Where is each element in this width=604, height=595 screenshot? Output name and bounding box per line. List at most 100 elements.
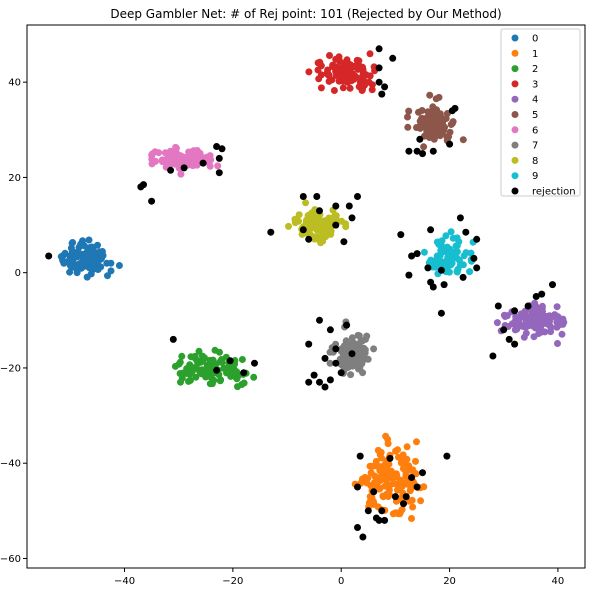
point-rejection: [416, 135, 424, 143]
point-9: [437, 246, 445, 254]
point-8: [303, 216, 310, 224]
point-2: [201, 371, 209, 379]
point-0: [99, 251, 107, 259]
point-0: [89, 250, 97, 258]
point-0: [69, 256, 77, 264]
point-rejection: [538, 290, 546, 298]
point-3: [348, 63, 355, 71]
point-3: [305, 68, 313, 76]
legend-label-1: 1: [532, 49, 538, 60]
point-rejection: [169, 335, 177, 343]
point-1: [394, 486, 401, 494]
point-8: [331, 211, 339, 219]
legend-marker-9: [511, 172, 519, 180]
point-rejection: [429, 283, 437, 291]
y-tick-label: −40: [0, 459, 21, 470]
point-1: [385, 460, 393, 468]
point-3: [359, 66, 367, 74]
point-7: [356, 362, 364, 370]
point-4: [559, 315, 567, 323]
point-rejection: [391, 493, 399, 501]
point-9: [453, 242, 461, 250]
point-3: [317, 84, 325, 92]
point-rejection: [524, 302, 532, 310]
point-rejection: [180, 164, 188, 172]
x-tick-label: −20: [222, 576, 243, 587]
point-3: [328, 76, 336, 84]
point-5: [404, 123, 412, 131]
point-0: [61, 249, 69, 257]
point-7: [326, 359, 334, 367]
point-4: [554, 340, 561, 347]
point-1: [377, 448, 385, 456]
point-5: [420, 143, 428, 151]
point-4: [503, 312, 511, 320]
point-1: [420, 483, 428, 491]
point-6: [183, 158, 191, 166]
point-rejection: [500, 326, 508, 334]
point-0: [75, 260, 83, 268]
point-3: [343, 56, 351, 64]
point-4: [538, 302, 546, 310]
point-5: [433, 106, 440, 114]
legend-marker-3: [511, 80, 519, 88]
point-5: [427, 125, 435, 133]
x-tick-label: 20: [443, 576, 456, 587]
y-tick-label: 0: [15, 268, 21, 279]
point-2: [185, 377, 192, 385]
point-rejection: [148, 197, 156, 205]
point-0: [94, 266, 102, 273]
point-4: [527, 314, 535, 322]
point-rejection: [413, 147, 421, 155]
point-rejection: [381, 516, 389, 524]
point-1: [367, 469, 375, 477]
point-0: [66, 268, 74, 276]
point-rejection: [359, 533, 367, 541]
point-rejection: [305, 340, 313, 348]
point-rejection: [45, 252, 53, 260]
point-rejection: [397, 231, 405, 239]
point-5: [426, 132, 434, 139]
point-rejection: [218, 145, 226, 153]
point-rejection: [299, 226, 307, 234]
point-rejection: [419, 150, 426, 158]
point-2: [197, 358, 205, 366]
series-5: [404, 91, 467, 151]
point-7: [340, 347, 348, 355]
point-0: [74, 253, 82, 260]
point-1: [392, 509, 400, 517]
point-rejection: [215, 169, 223, 177]
point-1: [403, 443, 411, 451]
point-rejection: [213, 143, 221, 150]
point-rejection: [213, 366, 221, 374]
point-5: [415, 108, 422, 116]
point-rejection: [370, 488, 378, 496]
point-0: [60, 259, 68, 267]
point-8: [342, 220, 349, 228]
x-tick-label: 0: [338, 576, 344, 587]
point-rejection: [340, 238, 348, 246]
point-rejection: [313, 193, 321, 200]
legend-label-3: 3: [532, 79, 538, 90]
point-5: [404, 113, 411, 121]
point-0: [115, 262, 123, 269]
point-8: [295, 211, 303, 219]
point-2: [186, 370, 194, 378]
point-6: [158, 156, 166, 164]
point-6: [155, 149, 163, 157]
point-rejection: [199, 159, 207, 167]
point-6: [148, 151, 156, 159]
point-2: [209, 356, 217, 364]
point-2: [206, 380, 214, 388]
point-rejection: [489, 352, 497, 360]
point-5: [426, 91, 434, 99]
point-8: [322, 233, 330, 241]
point-3: [366, 72, 374, 80]
point-rejection: [448, 107, 456, 115]
point-5: [448, 119, 456, 127]
point-6: [148, 160, 156, 168]
point-6: [193, 147, 201, 154]
point-2: [171, 362, 179, 370]
point-5: [425, 119, 433, 127]
point-8: [316, 234, 324, 242]
